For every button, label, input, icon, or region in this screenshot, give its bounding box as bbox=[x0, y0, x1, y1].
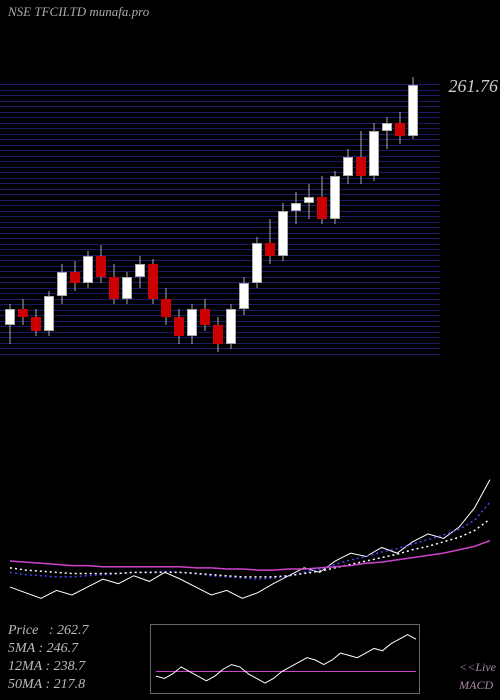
info-price-value: 262.7 bbox=[57, 623, 89, 638]
info-ma50-label: 50MA bbox=[8, 677, 42, 692]
macd-inset-chart bbox=[150, 624, 420, 694]
chart-title: NSE TFCILTD munafa.pro bbox=[0, 0, 500, 24]
candle-layer bbox=[0, 44, 440, 404]
macd-label-line1: <<Live bbox=[459, 658, 496, 676]
info-sep: : bbox=[45, 659, 53, 674]
info-price-label: Price bbox=[8, 623, 38, 638]
info-ma12-label: 12MA bbox=[8, 659, 42, 674]
info-sep: : bbox=[42, 623, 57, 638]
macd-svg bbox=[151, 625, 421, 695]
moving-average-chart bbox=[0, 464, 500, 614]
info-ma50-value: 217.8 bbox=[54, 677, 86, 692]
info-sep: : bbox=[38, 641, 46, 656]
candlestick-chart: 261.76 bbox=[0, 44, 500, 404]
ma-lines-svg bbox=[0, 464, 500, 614]
macd-label: <<Live MACD bbox=[459, 658, 496, 694]
macd-label-line2: MACD bbox=[459, 676, 496, 694]
info-panel: Price : 262.7 5MA : 246.7 12MA : 238.7 5… bbox=[0, 616, 500, 700]
info-ma5-value: 246.7 bbox=[47, 641, 79, 656]
last-price-label: 261.76 bbox=[449, 76, 499, 97]
info-ma12-value: 238.7 bbox=[54, 659, 86, 674]
info-sep: : bbox=[45, 677, 53, 692]
info-ma5-label: 5MA bbox=[8, 641, 35, 656]
